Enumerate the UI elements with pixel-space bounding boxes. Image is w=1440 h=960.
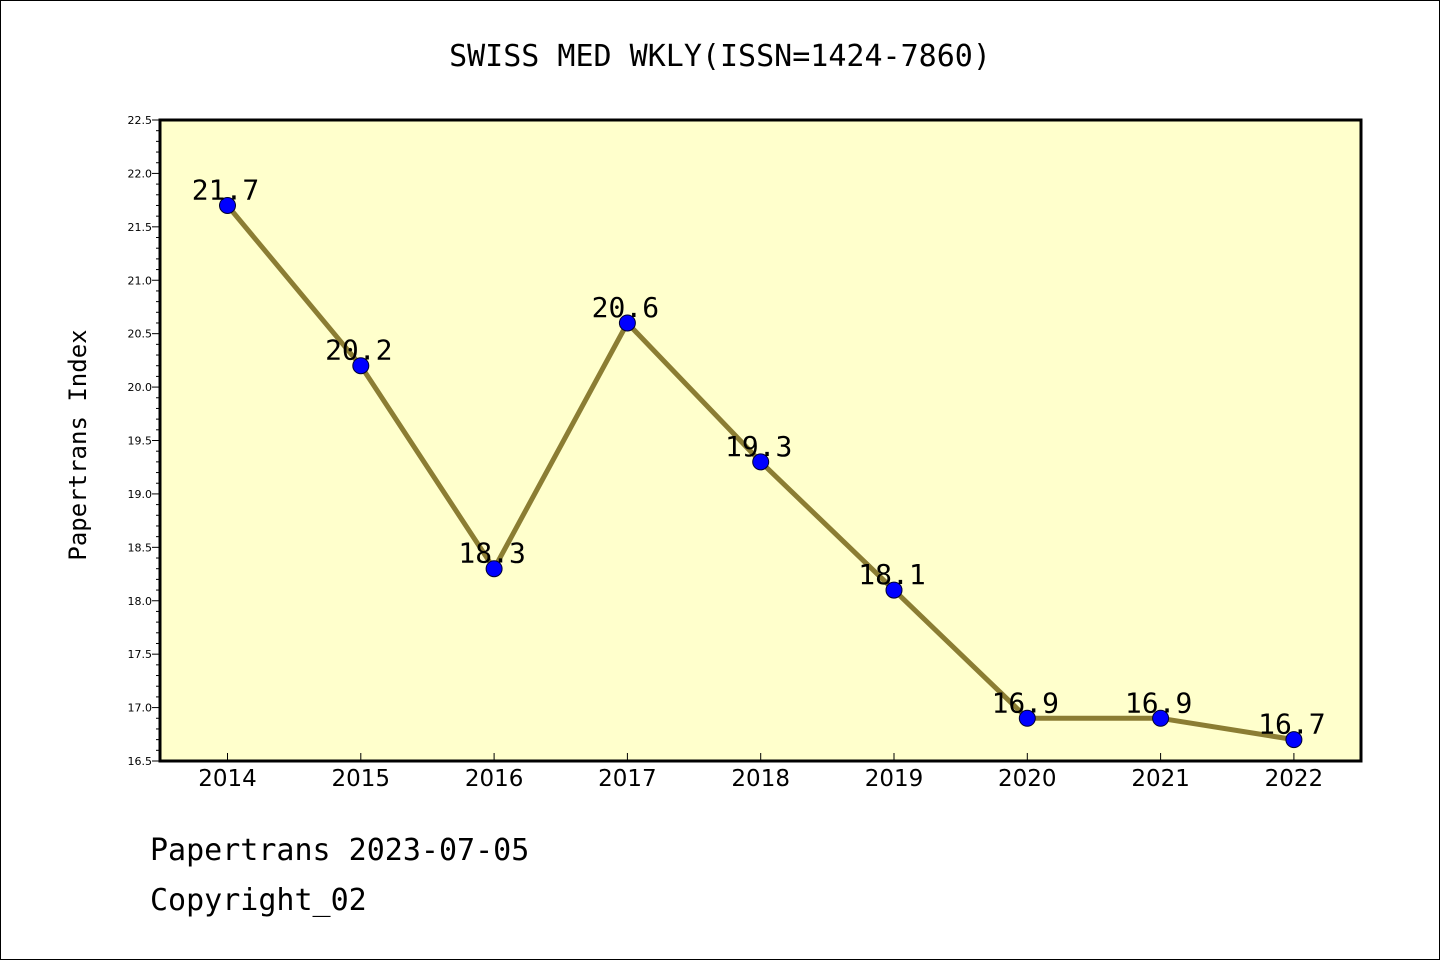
y-tick-label: 19.5 <box>128 435 153 448</box>
x-tick-label: 2016 <box>465 766 524 792</box>
data-point <box>885 581 903 599</box>
y-tick-label: 20.0 <box>128 381 153 394</box>
x-tick-label: 2015 <box>332 766 391 792</box>
data-point <box>485 560 503 578</box>
y-tick-label: 17.0 <box>128 702 153 715</box>
data-point <box>219 196 236 214</box>
y-tick-label: 17.5 <box>128 648 153 661</box>
data-label: 20.2 <box>325 334 392 367</box>
data-label: 21.7 <box>192 173 259 206</box>
y-tick-label: 21.5 <box>128 221 153 234</box>
y-tick-label: 21.0 <box>128 274 153 287</box>
x-tick-label: 2022 <box>1265 766 1324 792</box>
y-tick-label: 18.0 <box>128 595 153 608</box>
x-tick-label: 2014 <box>198 766 257 792</box>
data-point <box>1152 709 1170 727</box>
data-label: 18.1 <box>858 558 925 591</box>
y-tick-label: 22.5 <box>128 114 153 127</box>
data-label: 20.6 <box>592 291 659 324</box>
footer-copyright: Copyright_02 <box>150 883 367 918</box>
x-axis: 2014 2015 2016 2017 2018 2019 2020 2021 2022 <box>198 753 1323 792</box>
x-tick-label: 2019 <box>865 766 924 792</box>
y-tick-label: 18.5 <box>128 541 153 554</box>
y-tick-label: 16.5 <box>128 755 153 768</box>
y-axis: 16.5 17.0 17.5 18.0 18.5 19.0 19.5 20.0 20.5 21.0… <box>128 114 160 768</box>
data-markers <box>219 196 1303 749</box>
chart-title: SWISS MED WKLY(ISSN=1424-7860) <box>449 39 991 74</box>
data-point <box>618 314 636 332</box>
data-point <box>1285 731 1303 749</box>
data-label: 16.9 <box>992 686 1059 719</box>
x-tick-label: 2018 <box>731 766 790 792</box>
data-label: 18.3 <box>458 537 525 570</box>
x-tick-label: 2017 <box>598 766 657 792</box>
data-labels: 21.7 20.2 18.3 20.6 19.3 18.1 16.9 16.9 16.7 <box>192 173 1326 740</box>
data-point <box>1018 709 1036 727</box>
data-point <box>752 453 770 471</box>
plot-area <box>158 118 1363 763</box>
y-tick-label: 19.0 <box>128 488 153 501</box>
x-tick-label: 2020 <box>998 766 1057 792</box>
data-label: 16.9 <box>1125 686 1192 719</box>
data-label: 19.3 <box>725 430 792 463</box>
x-tick-label: 2021 <box>1131 766 1190 792</box>
y-axis-label: Papertrans Index <box>64 329 92 560</box>
footer-date: Papertrans 2023-07-05 <box>150 833 530 868</box>
y-tick-label: 22.0 <box>128 167 153 180</box>
data-label: 16.7 <box>1258 708 1325 741</box>
y-tick-label: 20.5 <box>128 328 153 341</box>
data-point <box>352 357 370 375</box>
